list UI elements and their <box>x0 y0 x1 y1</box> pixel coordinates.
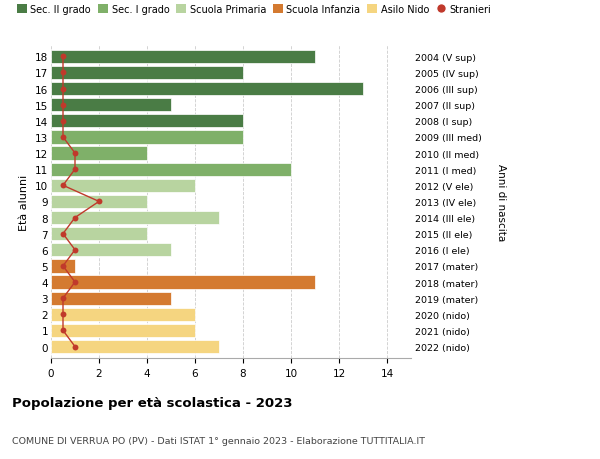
Point <box>70 150 80 157</box>
Bar <box>51 324 195 337</box>
Point <box>58 182 68 190</box>
Bar <box>51 131 243 144</box>
Bar <box>51 67 243 80</box>
Y-axis label: Anni di nascita: Anni di nascita <box>496 163 506 241</box>
Bar <box>51 50 315 64</box>
Bar <box>51 179 195 192</box>
Bar <box>51 99 171 112</box>
Bar <box>51 308 195 321</box>
Bar <box>51 228 147 241</box>
Point <box>70 343 80 350</box>
Bar <box>51 276 315 289</box>
Text: COMUNE DI VERRUA PO (PV) - Dati ISTAT 1° gennaio 2023 - Elaborazione TUTTITALIA.: COMUNE DI VERRUA PO (PV) - Dati ISTAT 1°… <box>12 436 425 445</box>
Point <box>58 327 68 334</box>
Bar <box>51 83 363 96</box>
Bar <box>51 340 219 353</box>
Point <box>58 134 68 141</box>
Y-axis label: Età alunni: Età alunni <box>19 174 29 230</box>
Point <box>58 230 68 238</box>
Point <box>70 279 80 286</box>
Bar <box>51 196 147 208</box>
Legend: Sec. II grado, Sec. I grado, Scuola Primaria, Scuola Infanzia, Asilo Nido, Stran: Sec. II grado, Sec. I grado, Scuola Prim… <box>17 5 491 15</box>
Point <box>58 54 68 61</box>
Bar <box>51 115 243 128</box>
Bar <box>51 163 291 176</box>
Point <box>58 70 68 77</box>
Bar <box>51 212 219 224</box>
Point <box>70 246 80 254</box>
Bar <box>51 292 171 305</box>
Point <box>58 263 68 270</box>
Point <box>70 166 80 174</box>
Point <box>94 198 104 206</box>
Point <box>58 86 68 93</box>
Text: Popolazione per età scolastica - 2023: Popolazione per età scolastica - 2023 <box>12 396 293 409</box>
Point <box>58 118 68 125</box>
Point <box>58 295 68 302</box>
Bar <box>51 244 171 257</box>
Bar <box>51 147 147 160</box>
Point <box>58 311 68 318</box>
Point <box>70 214 80 222</box>
Bar <box>51 260 75 273</box>
Point <box>58 102 68 109</box>
